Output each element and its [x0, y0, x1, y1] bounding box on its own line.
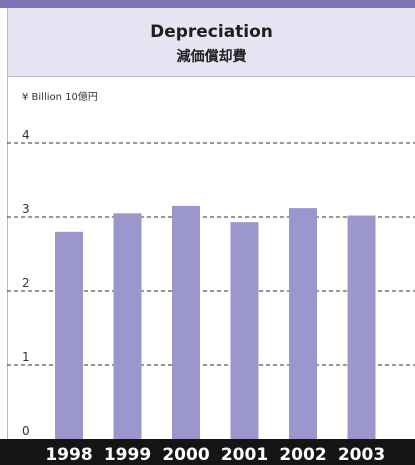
bar-2002	[289, 208, 317, 439]
x-tick-label-2003: 2003	[338, 445, 385, 465]
bar-2000	[172, 205, 200, 439]
x-tick-label-2001: 2001	[221, 445, 268, 465]
x-tick-label-2002: 2002	[279, 445, 326, 465]
y-tick-label-0: 0	[22, 424, 30, 438]
y-tick-label-2: 2	[22, 276, 30, 290]
x-tick-label-1998: 1998	[45, 445, 92, 465]
x-tick-label-2000: 2000	[162, 445, 209, 465]
x-axis-band	[0, 439, 415, 465]
chart-header: Depreciation 減価償却費	[7, 8, 415, 77]
y-tick-label-4: 4	[22, 128, 30, 142]
bar-1999	[113, 213, 142, 439]
chart-title: Depreciation	[150, 22, 273, 42]
top-accent-strip	[0, 0, 415, 8]
bar-2003	[347, 215, 376, 439]
bar-2001	[230, 222, 259, 439]
unit-label: ¥ Billion 10億円	[22, 92, 98, 103]
chart-subtitle: 減価償却費	[176, 49, 247, 65]
y-tick-label-1: 1	[22, 350, 30, 364]
bar-1998	[55, 231, 83, 439]
x-tick-label-1999: 1999	[104, 445, 151, 465]
y-tick-label-3: 3	[22, 202, 30, 216]
